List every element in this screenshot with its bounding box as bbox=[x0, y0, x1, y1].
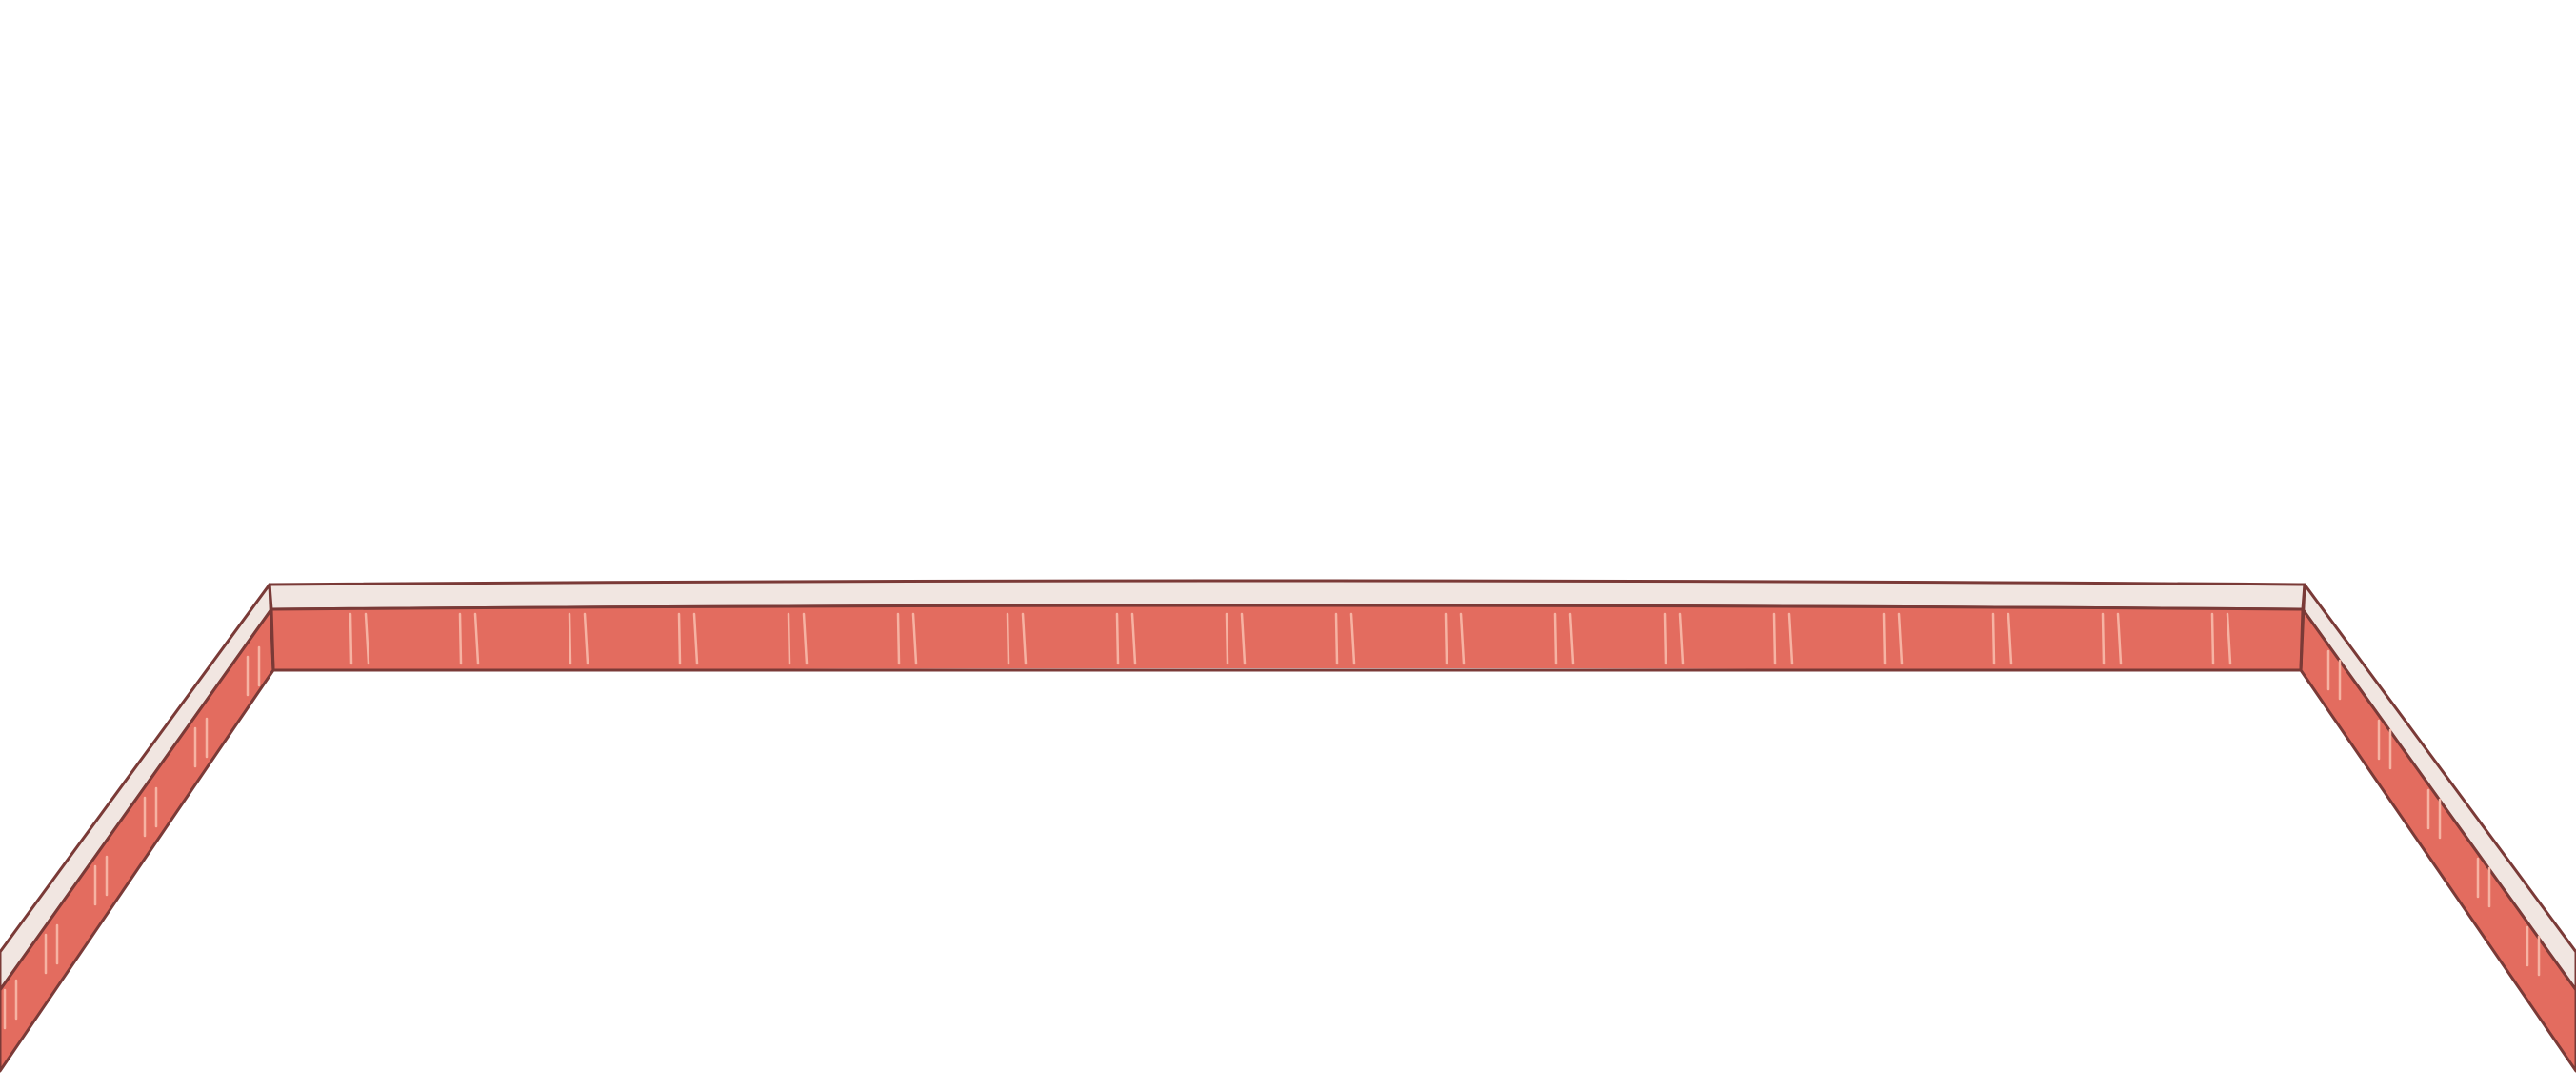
back-plank-line bbox=[1882, 612, 1887, 665]
left-wall-planks bbox=[3, 645, 261, 1030]
right-corner-edge bbox=[2299, 584, 2306, 671]
left-corner-edge bbox=[268, 584, 275, 671]
back-plank-line bbox=[1130, 612, 1137, 665]
back-plank-line bbox=[677, 612, 682, 665]
back-plank-line bbox=[1678, 612, 1685, 665]
back-plank-line bbox=[1225, 612, 1229, 665]
right-wall bbox=[2299, 583, 2576, 1073]
back-plank-line bbox=[1663, 612, 1667, 665]
back-plank-line bbox=[1787, 612, 1794, 665]
back-plank-line bbox=[2210, 612, 2215, 665]
back-plank-line bbox=[473, 612, 480, 665]
right-wall-planks bbox=[2326, 649, 2541, 977]
back-plank-line bbox=[349, 612, 353, 665]
back-plank-line bbox=[2101, 612, 2106, 665]
back-plank-line bbox=[1772, 612, 1777, 665]
back-wall bbox=[268, 579, 2306, 672]
back-wall-face bbox=[270, 604, 2305, 672]
back-plank-line bbox=[1021, 612, 1028, 665]
back-plank-line bbox=[2116, 612, 2123, 665]
back-plank-line bbox=[1444, 612, 1448, 665]
back-plank-line bbox=[1115, 612, 1120, 665]
back-plank-line bbox=[458, 612, 463, 665]
back-plank-line bbox=[1349, 612, 1356, 665]
back-plank-line bbox=[1240, 612, 1247, 665]
back-plank-line bbox=[568, 612, 572, 665]
back-plank-line bbox=[896, 612, 901, 665]
back-plank-line bbox=[692, 612, 699, 665]
back-plank-line bbox=[911, 612, 918, 665]
back-wall-planks bbox=[349, 612, 2232, 665]
back-plank-line bbox=[2007, 612, 2013, 665]
back-plank-line bbox=[1991, 612, 1996, 665]
back-plank-line bbox=[2226, 612, 2232, 665]
back-plank-line bbox=[1553, 612, 1558, 665]
back-plank-line bbox=[1334, 612, 1339, 665]
back-plank-line bbox=[802, 612, 809, 665]
back-plank-line bbox=[1897, 612, 1904, 665]
back-plank-line bbox=[1459, 612, 1466, 665]
back-plank-line bbox=[364, 612, 370, 665]
back-plank-line bbox=[1568, 612, 1575, 665]
back-plank-line bbox=[583, 612, 589, 665]
